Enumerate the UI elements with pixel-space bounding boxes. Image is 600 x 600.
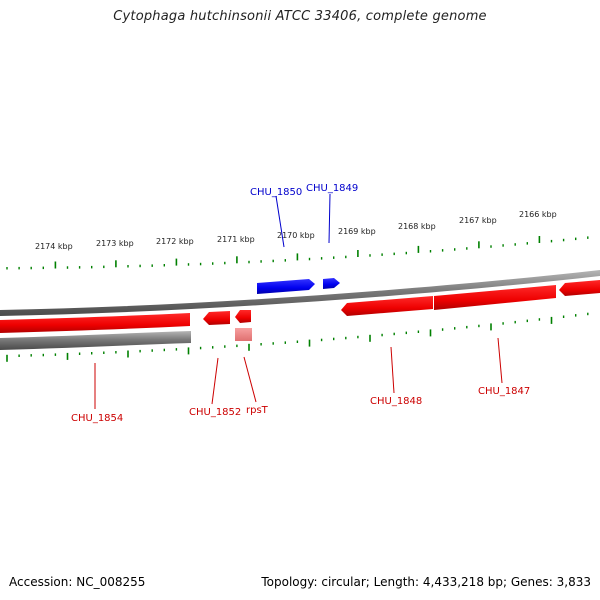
genome-summary-text: Topology: circular; Length: 4,433,218 bp… bbox=[261, 575, 591, 589]
gene-rpsT-rna[interactable] bbox=[235, 328, 252, 341]
upper-scale-ticks bbox=[6, 236, 589, 270]
genome-title: Cytophaga hutchinsonii ATCC 33406, compl… bbox=[113, 9, 487, 24]
scale-label-2168: 2168 kbp bbox=[398, 222, 436, 231]
scale-label-2173: 2173 kbp bbox=[96, 239, 134, 248]
gene-label-CHU_1850: CHU_1850 bbox=[250, 187, 302, 198]
gene-rpsT[interactable] bbox=[235, 310, 251, 323]
upper-scale-labels: 2174 kbp 2173 kbp 2172 kbp 2171 kbp 2170… bbox=[35, 210, 557, 251]
gene-CHU_1850[interactable] bbox=[257, 279, 315, 294]
scale-label-2170: 2170 kbp bbox=[277, 231, 315, 240]
leader-CHU_1850 bbox=[275, 195, 285, 248]
gene-label-rpsT: rpsT bbox=[246, 405, 269, 416]
scale-label-2169: 2169 kbp bbox=[338, 227, 376, 236]
gene-label-CHU_1854: CHU_1854 bbox=[71, 413, 123, 424]
gene-label-CHU_1847: CHU_1847 bbox=[478, 386, 530, 397]
gene-label-CHU_1849: CHU_1849 bbox=[306, 183, 358, 194]
forward-backbone bbox=[0, 270, 600, 316]
gene-CHU_1854[interactable] bbox=[0, 313, 190, 333]
leader-CHU_1849 bbox=[328, 193, 331, 244]
gene-label-CHU_1848: CHU_1848 bbox=[370, 396, 422, 407]
scale-label-2166: 2166 kbp bbox=[519, 210, 557, 219]
gene-label-CHU_1852: CHU_1852 bbox=[189, 407, 241, 418]
leader-rpsT bbox=[243, 356, 257, 403]
leader-CHU_1848 bbox=[390, 346, 395, 394]
leader-CHU_1847 bbox=[497, 337, 503, 384]
gene-CHU_1848[interactable] bbox=[341, 296, 433, 316]
scale-label-2172: 2172 kbp bbox=[156, 237, 194, 246]
leader-CHU_1852 bbox=[211, 357, 219, 405]
accession-text: Accession: NC_008255 bbox=[9, 575, 146, 589]
gene-CHU_1849[interactable] bbox=[323, 278, 340, 289]
gene-CHU_1852[interactable] bbox=[203, 311, 230, 325]
reverse-backbone-segment bbox=[0, 331, 191, 350]
scale-label-2167: 2167 kbp bbox=[459, 216, 497, 225]
scale-label-2171: 2171 kbp bbox=[217, 235, 255, 244]
scale-label-2174: 2174 kbp bbox=[35, 242, 73, 251]
lower-scale-ticks bbox=[6, 312, 589, 362]
gene-CHU_1847[interactable] bbox=[434, 285, 556, 310]
gene-partial-right[interactable] bbox=[559, 280, 600, 296]
